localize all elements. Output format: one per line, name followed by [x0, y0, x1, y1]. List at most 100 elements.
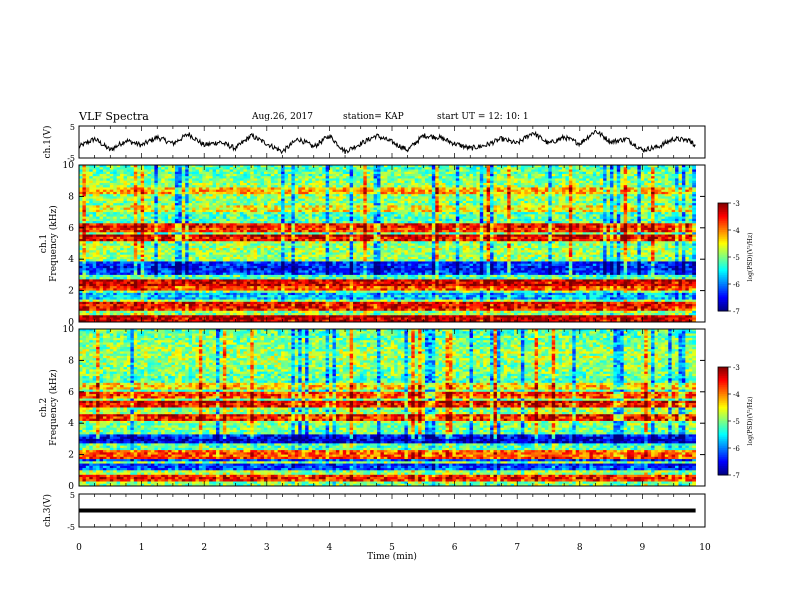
- spectrogram-cell: [189, 183, 193, 186]
- spectrogram-cell: [346, 208, 350, 211]
- spectrogram-cell: [298, 183, 302, 186]
- spectrogram-cell: [665, 176, 669, 179]
- spectrogram-cell: [507, 199, 511, 202]
- spectrogram-cell: [487, 199, 491, 202]
- spectrogram-cell: [124, 192, 128, 195]
- spectrogram-cell: [384, 176, 388, 179]
- spectrogram-cell: [336, 167, 340, 170]
- spectrogram-cell: [93, 208, 97, 211]
- spectrogram-cell: [113, 183, 117, 186]
- spectrogram-cell: [124, 199, 128, 202]
- spectrogram-cell: [432, 167, 436, 170]
- spectrogram-cell: [350, 183, 354, 186]
- spectrogram-cell: [545, 208, 549, 211]
- spectrogram-cell: [237, 199, 241, 202]
- spectrogram-cell: [504, 208, 508, 211]
- spectrogram-cell: [449, 208, 453, 211]
- spectrogram-cell: [315, 167, 319, 170]
- spectrogram-cell: [148, 208, 152, 211]
- spectrogram-cell: [96, 192, 100, 195]
- spectrogram-cell: [387, 183, 391, 186]
- spectrogram-cell: [452, 199, 456, 202]
- spectrogram-cell: [82, 199, 86, 202]
- spectrogram-cell: [627, 167, 631, 170]
- spectrogram-cell: [617, 208, 621, 211]
- spectrogram-cell: [271, 176, 275, 179]
- spectrogram-cell: [631, 208, 635, 211]
- spectrogram-cell: [151, 208, 155, 211]
- spectrogram-cell: [100, 192, 104, 195]
- spectrogram-cell: [240, 167, 244, 170]
- spectrogram-cell: [380, 167, 384, 170]
- spectrogram-cell: [171, 183, 175, 186]
- spectrogram-cell: [411, 183, 415, 186]
- spectrogram-cell: [538, 192, 542, 195]
- spectrogram-cell: [189, 199, 193, 202]
- spectrogram-cell: [202, 199, 206, 202]
- spectrogram-cell: [641, 192, 645, 195]
- spectrogram-cell: [213, 199, 217, 202]
- spectrogram-cell: [569, 167, 573, 170]
- spectrogram-cell: [151, 199, 155, 202]
- spectrogram-cell: [473, 199, 477, 202]
- spectrogram-cell: [261, 167, 265, 170]
- spectrogram-cell: [353, 192, 357, 195]
- spectrogram-cell: [168, 176, 172, 179]
- spectrogram-cell: [648, 167, 652, 170]
- spectrogram-cell: [168, 183, 172, 186]
- spectrogram-cell: [541, 192, 545, 195]
- spectrogram-cell: [120, 176, 124, 179]
- spectrogram-cell: [103, 167, 107, 170]
- spectrogram-cell: [380, 199, 384, 202]
- spectrogram-cell: [151, 176, 155, 179]
- spectrogram-cell: [192, 183, 196, 186]
- spectrogram-cell: [127, 176, 131, 179]
- spectrogram-cell: [339, 208, 343, 211]
- spectrogram-cell: [449, 214, 453, 217]
- spectrogram-cell: [569, 208, 573, 211]
- spectrogram-cell: [326, 208, 330, 211]
- spectrogram-cell: [103, 214, 107, 217]
- spectrogram-cell: [319, 183, 323, 186]
- spectrogram-cell: [446, 176, 450, 179]
- spectrogram-cell: [339, 199, 343, 202]
- spectrogram-cell: [562, 199, 566, 202]
- spectrogram-cell: [134, 214, 138, 217]
- spectrogram-cell: [456, 214, 460, 217]
- spectrogram-cell: [137, 176, 141, 179]
- spectrogram-cell: [511, 208, 515, 211]
- spectrogram-cell: [439, 176, 443, 179]
- spectrogram-cell: [442, 192, 446, 195]
- spectrogram-cell: [483, 192, 487, 195]
- spectrogram-cell: [141, 199, 145, 202]
- spectrogram-cell: [285, 214, 289, 217]
- spectrogram-cell: [586, 192, 590, 195]
- spectrogram-cell: [154, 192, 158, 195]
- spectrogram-cell: [278, 214, 282, 217]
- spectrogram-cell: [620, 192, 624, 195]
- spectrogram-cell: [511, 199, 515, 202]
- spectrogram-cell: [175, 192, 179, 195]
- spectrogram-cell: [216, 214, 220, 217]
- spectrogram-cell: [559, 199, 563, 202]
- spectrogram-cell: [267, 214, 271, 217]
- spectrogram-cell: [209, 183, 213, 186]
- spectrogram-cell: [514, 199, 518, 202]
- spectrogram-cell: [600, 183, 604, 186]
- spectrogram-cell: [209, 192, 213, 195]
- spectrogram-cell: [257, 167, 261, 170]
- spectrogram-cell: [209, 214, 213, 217]
- spectrogram-cell: [127, 167, 131, 170]
- spectrogram-cell: [528, 176, 532, 179]
- spectrogram-cell: [171, 167, 175, 170]
- spectrogram-cell: [559, 176, 563, 179]
- spectrogram-cell: [336, 214, 340, 217]
- spectrogram-cell: [665, 183, 669, 186]
- spectrogram-cell: [459, 208, 463, 211]
- spectrogram-cell: [86, 167, 90, 170]
- spectrogram-cell: [682, 167, 686, 170]
- spectrogram-cell: [394, 167, 398, 170]
- spectrogram-cell: [401, 183, 405, 186]
- spectrogram-cell: [562, 183, 566, 186]
- spectrogram-cell: [398, 183, 402, 186]
